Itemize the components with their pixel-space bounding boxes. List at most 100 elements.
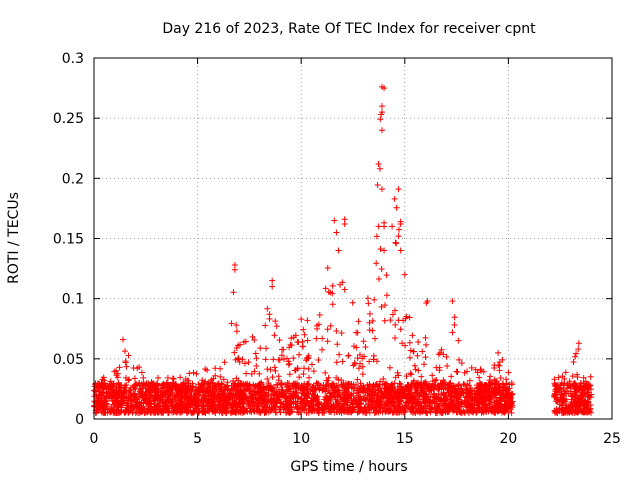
data-point (379, 186, 386, 193)
data-point (353, 329, 360, 336)
data-point (112, 388, 119, 395)
data-point (115, 408, 122, 415)
data-point (275, 377, 282, 384)
data-point (233, 375, 240, 382)
data-point (370, 381, 377, 388)
data-point (121, 409, 128, 416)
data-point (375, 161, 382, 168)
data-point (140, 374, 147, 381)
data-point (393, 240, 400, 247)
data-point (480, 386, 487, 393)
data-point (461, 397, 468, 404)
data-point (313, 335, 320, 342)
data-point (445, 384, 452, 391)
data-point (264, 366, 271, 373)
data-point (464, 387, 471, 394)
data-point (247, 400, 254, 407)
data-point (581, 383, 588, 390)
data-point (301, 331, 308, 338)
data-point (391, 307, 398, 314)
data-point (209, 392, 216, 399)
data-point (129, 402, 136, 409)
data-point (267, 398, 274, 405)
data-point (369, 327, 376, 334)
data-point (395, 372, 402, 379)
data-point (369, 317, 376, 324)
data-point (326, 408, 333, 415)
data-point (384, 390, 391, 397)
data-point (495, 384, 502, 391)
data-point (493, 381, 500, 388)
data-point (225, 387, 232, 394)
data-point (280, 346, 287, 353)
data-point (156, 397, 163, 404)
data-point (119, 390, 126, 397)
data-point (424, 384, 431, 391)
data-point (389, 311, 396, 318)
data-point (422, 409, 429, 416)
data-point (234, 381, 241, 388)
data-point (325, 289, 332, 296)
data-point (586, 382, 593, 389)
data-point (291, 380, 298, 387)
data-point (428, 385, 435, 392)
data-point (222, 398, 229, 405)
data-point (292, 367, 299, 374)
data-point (393, 204, 400, 211)
data-point (429, 380, 436, 387)
x-tick-label: 10 (292, 431, 310, 447)
data-point (362, 344, 369, 351)
data-point (552, 388, 559, 395)
data-point (395, 386, 402, 393)
data-point (299, 343, 306, 350)
data-point (329, 290, 336, 297)
data-point (378, 395, 385, 402)
data-point (451, 386, 458, 393)
x-tick-label: 0 (90, 431, 99, 447)
data-point (231, 380, 238, 387)
data-point (131, 375, 138, 382)
data-point (442, 409, 449, 416)
y-tick-label: 0.05 (53, 352, 84, 368)
data-point (415, 339, 422, 346)
data-point (122, 358, 129, 365)
data-point (293, 390, 300, 397)
data-point (442, 401, 449, 408)
data-point (478, 367, 485, 374)
data-point (314, 402, 321, 409)
data-point (238, 383, 245, 390)
data-point (296, 351, 303, 358)
data-point (572, 353, 579, 360)
data-point (403, 373, 410, 380)
data-point (366, 358, 373, 365)
data-point (455, 337, 462, 344)
data-point (300, 371, 307, 378)
data-point (257, 393, 264, 400)
data-point (343, 385, 350, 392)
data-point (503, 380, 510, 387)
data-point (314, 407, 321, 414)
data-point (99, 407, 106, 414)
data-point (508, 409, 515, 416)
chart-title: Day 216 of 2023, Rate Of TEC Index for r… (162, 21, 536, 37)
data-point (486, 401, 493, 408)
data-point (381, 391, 388, 398)
y-tick-label: 0.15 (53, 232, 84, 248)
data-point (444, 363, 451, 370)
data-point (382, 400, 389, 407)
data-point (348, 380, 355, 387)
data-point (200, 383, 207, 390)
data-point (495, 362, 502, 369)
data-point (249, 333, 256, 340)
data-point (443, 353, 450, 360)
data-point (414, 384, 421, 391)
data-point (383, 405, 390, 412)
data-point (233, 344, 240, 351)
data-point (154, 404, 161, 411)
data-point (245, 359, 252, 366)
data-point (330, 383, 337, 390)
data-point (488, 408, 495, 415)
data-point (328, 409, 335, 416)
data-point (586, 392, 593, 399)
data-point (174, 391, 181, 398)
